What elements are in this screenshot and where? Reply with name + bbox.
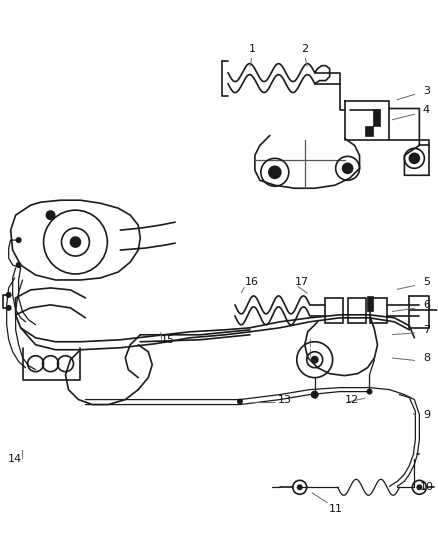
Circle shape [16,262,21,268]
Text: 17: 17 [295,277,309,287]
Bar [372,109,381,126]
Circle shape [46,210,56,220]
Text: 13: 13 [278,394,292,405]
Bar [364,126,372,136]
Bar [367,296,372,311]
Text: 14: 14 [7,455,22,464]
Circle shape [367,389,372,394]
Circle shape [417,484,422,490]
Bar [325,298,343,323]
Circle shape [311,391,319,399]
Circle shape [343,163,353,173]
Bar [370,298,388,323]
Text: 7: 7 [423,325,430,335]
Text: 5: 5 [423,277,430,287]
Text: 8: 8 [423,353,430,363]
Text: 9: 9 [423,409,430,419]
Circle shape [16,237,21,243]
Text: 10: 10 [419,482,433,492]
Circle shape [311,356,319,364]
Circle shape [6,292,12,298]
Circle shape [297,484,303,490]
Text: 15: 15 [161,335,175,345]
Circle shape [410,154,419,163]
Circle shape [6,305,12,311]
Text: 12: 12 [345,394,359,405]
Text: 4: 4 [423,106,430,116]
Circle shape [237,399,243,405]
Text: 1: 1 [248,44,255,54]
Circle shape [71,237,81,247]
Circle shape [269,166,281,178]
Bar [348,298,366,323]
Text: 16: 16 [245,277,259,287]
Text: 11: 11 [328,504,343,514]
Text: 2: 2 [301,44,308,54]
Text: 3: 3 [423,86,430,95]
Text: 6: 6 [423,300,430,310]
